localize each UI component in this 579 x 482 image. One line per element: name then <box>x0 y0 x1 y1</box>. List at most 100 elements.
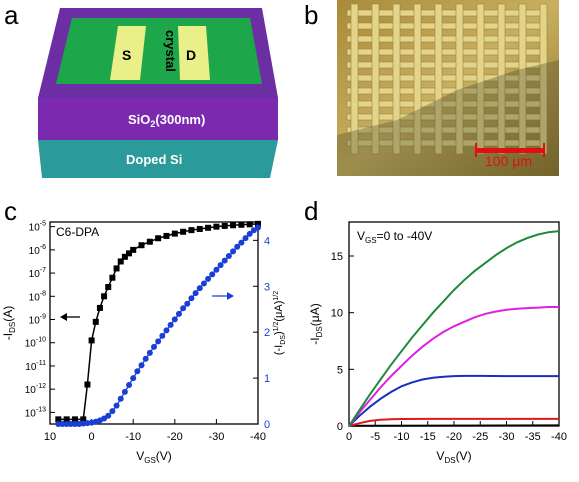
data-point-sqrt <box>163 327 170 334</box>
data-point-sqrt <box>196 285 203 292</box>
data-point-log <box>113 265 120 272</box>
oxide-layer <box>38 98 278 140</box>
y-tick-label: 15 <box>331 251 343 263</box>
x-tick-label: 0 <box>346 431 352 443</box>
series-line-4 <box>348 230 560 427</box>
data-point-sqrt <box>117 395 124 402</box>
data-point-log <box>255 220 261 227</box>
series-line-3 <box>348 306 559 427</box>
y-tick-label-left: 10-8 <box>29 290 46 303</box>
x-tick-label: -20 <box>167 431 183 443</box>
plot-frame <box>49 221 259 425</box>
data-point-log <box>117 258 124 265</box>
data-point-sqrt <box>255 224 261 231</box>
substrate-layer <box>38 140 278 178</box>
data-point-sqrt <box>234 243 241 250</box>
data-point-log <box>180 228 187 235</box>
x-tick-label: 0 <box>89 431 95 443</box>
x-tick-label: -20 <box>446 431 462 443</box>
y-axis-label: -IDS(μA) <box>308 303 324 344</box>
data-point-sqrt <box>142 355 149 362</box>
data-point-sqrt <box>217 262 224 269</box>
data-point-sqrt <box>184 300 191 307</box>
transfer-curve-chart: 10 0 -10 -20 -30 -4010-1310-1210-1110-1010-91… <box>1 220 287 465</box>
crystal-label: crystal <box>163 30 178 72</box>
data-point-log <box>109 274 116 281</box>
panel-label-d: d <box>304 196 319 226</box>
x-axis-label: VDS(V) <box>436 449 471 465</box>
electrode-finger <box>455 3 464 155</box>
data-point-sqrt <box>167 321 174 328</box>
data-point-log <box>213 223 220 230</box>
data-point-sqrt <box>242 235 249 242</box>
data-point-sqrt <box>67 421 74 427</box>
data-point-sqrt <box>175 310 182 317</box>
electrode-finger <box>413 3 422 155</box>
x-tick-label: -25 <box>472 431 488 443</box>
data-point-sqrt <box>126 381 133 388</box>
x-axis-label: VGS(V) <box>136 449 172 465</box>
crystal-layer <box>56 18 262 84</box>
y-tick-label: 0 <box>337 421 343 433</box>
substrate-label: Doped Si <box>126 152 182 167</box>
microscope-photo: 100 μm <box>337 0 559 176</box>
y-tick-label-left: 10-9 <box>29 314 46 327</box>
data-point-sqrt <box>113 402 120 409</box>
series-line-1 <box>348 417 559 427</box>
y-axis-label-left: -IDS(A) <box>1 306 17 340</box>
data-point-sqrt <box>138 362 145 369</box>
device-schematic: S D crystal SiO2(300nm) Doped Si <box>38 8 278 178</box>
data-point-sqrt <box>151 343 157 350</box>
x-tick-label: -30 <box>208 431 224 443</box>
data-point-sqrt <box>225 252 232 259</box>
data-point-log <box>230 222 237 229</box>
y-tick-label-left: 10-11 <box>25 360 46 373</box>
data-point-sqrt <box>130 375 137 382</box>
y-tick-label: 10 <box>331 308 343 320</box>
data-point-log <box>96 304 103 311</box>
data-point-log <box>196 225 203 232</box>
y-tick-label-right: 4 <box>264 235 270 247</box>
data-point-sqrt <box>188 295 195 302</box>
data-point-sqrt <box>200 280 207 287</box>
data-point-log <box>130 246 137 253</box>
data-point-sqrt <box>230 248 237 255</box>
data-point-sqrt <box>55 421 62 427</box>
plot-frame <box>348 221 560 427</box>
y-tick-label-left: 10-6 <box>29 244 46 257</box>
y-tick-label-right: 1 <box>264 373 270 385</box>
electrode-grid <box>346 3 548 155</box>
data-point-sqrt <box>221 257 228 264</box>
chart-annotation: VGS=0 to -40V <box>357 229 432 245</box>
x-tick-label: -5 <box>370 431 380 443</box>
data-point-sqrt <box>109 408 116 415</box>
y-tick-label-left: 10-12 <box>25 383 46 396</box>
panel-label-b: b <box>304 0 319 30</box>
electrode-finger <box>392 3 401 155</box>
data-point-sqrt <box>246 230 253 237</box>
data-point-sqrt <box>59 421 66 427</box>
drain-electrode <box>178 26 210 80</box>
data-point-log <box>238 221 245 228</box>
data-point-log <box>188 227 195 234</box>
x-tick-label: -15 <box>420 431 436 443</box>
data-point-sqrt <box>146 349 153 356</box>
data-point-log <box>163 232 170 239</box>
electrode-finger <box>497 3 506 155</box>
data-point-log <box>171 230 178 237</box>
y-tick-label-right: 3 <box>264 281 270 293</box>
data-point-sqrt <box>71 421 78 427</box>
data-point-log <box>221 222 228 229</box>
data-point-sqrt <box>155 338 162 345</box>
electrode-finger <box>518 3 527 155</box>
drain-label: D <box>186 47 196 63</box>
data-point-sqrt <box>105 412 112 419</box>
chart-annotation: C6-DPA <box>56 225 99 239</box>
x-tick-label: -30 <box>499 431 515 443</box>
data-point-sqrt <box>238 239 245 246</box>
data-point-log <box>205 224 212 231</box>
output-curve-chart: 0 -5 -10 -15 -20 -25 -30 -35 -40 0 5 10 15 VGS=0 to -… <box>308 221 567 465</box>
source-label: S <box>122 47 131 63</box>
data-point-sqrt <box>192 290 199 297</box>
x-tick-label: -10 <box>125 431 141 443</box>
